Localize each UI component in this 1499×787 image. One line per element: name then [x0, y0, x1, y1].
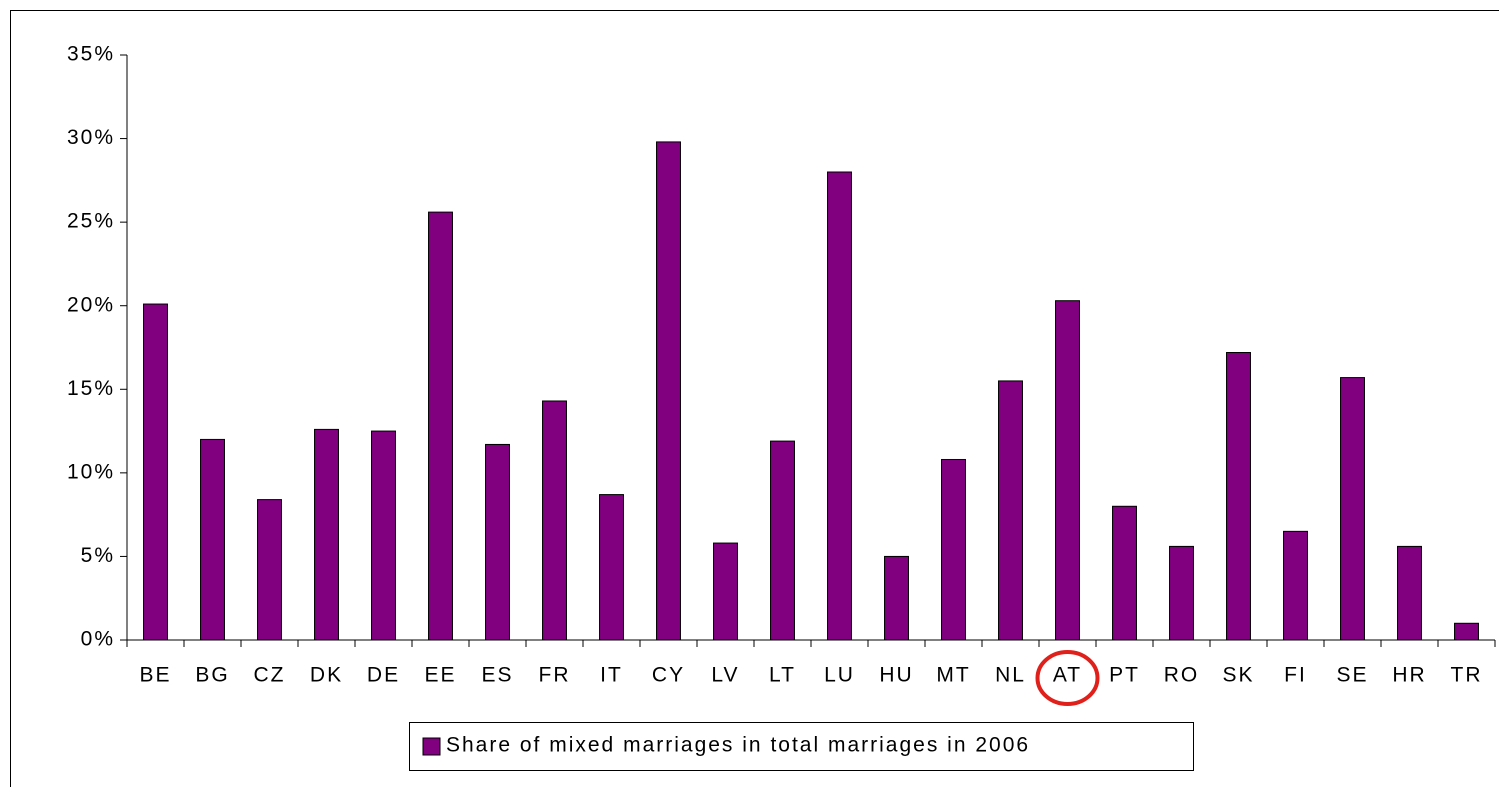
x-tick-label: PT — [1109, 664, 1140, 687]
x-tick-label: FI — [1284, 664, 1307, 687]
highlight-circle — [1035, 650, 1100, 706]
x-tick-label: RO — [1164, 664, 1200, 687]
y-tick-label: 10% — [67, 460, 115, 483]
bar — [656, 141, 681, 641]
x-tick-label: BG — [195, 664, 229, 687]
bar — [941, 458, 966, 641]
legend-label: Share of mixed marriages in total marria… — [446, 734, 1030, 757]
bar — [713, 542, 738, 641]
bar — [1169, 545, 1194, 641]
bar — [314, 428, 339, 641]
x-tick-label: LU — [824, 664, 855, 687]
x-tick-label: HR — [1392, 664, 1426, 687]
bar — [428, 211, 453, 641]
y-tick-label: 0% — [81, 628, 115, 651]
bar — [1283, 530, 1308, 641]
bar — [257, 499, 282, 641]
x-tick-label: HU — [879, 664, 913, 687]
y-tick-label: 25% — [67, 210, 115, 233]
x-tick-label: CY — [652, 664, 685, 687]
bar — [884, 555, 909, 641]
x-tick-label: ES — [481, 664, 513, 687]
x-tick-label: FR — [539, 664, 571, 687]
y-tick-label: 30% — [67, 126, 115, 149]
bar — [1340, 377, 1365, 641]
legend-swatch — [422, 737, 441, 756]
bar — [1112, 505, 1137, 641]
x-tick-label: IT — [600, 664, 623, 687]
bar — [1454, 622, 1479, 641]
chart-frame — [10, 10, 1499, 787]
y-tick-label: 5% — [81, 544, 115, 567]
x-tick-label: MT — [936, 664, 970, 687]
y-tick-label: 20% — [67, 293, 115, 316]
x-tick-label: TR — [1451, 664, 1483, 687]
x-tick-label: LT — [769, 664, 796, 687]
x-tick-label: EE — [424, 664, 456, 687]
y-tick-label: 35% — [67, 43, 115, 66]
x-tick-label: DK — [310, 664, 343, 687]
bar — [485, 443, 510, 641]
x-tick-label: SE — [1336, 664, 1368, 687]
legend-box — [409, 722, 1194, 771]
x-tick-label: BE — [139, 664, 171, 687]
bar — [542, 400, 567, 641]
bar — [371, 430, 396, 641]
bar — [998, 380, 1023, 641]
bar — [200, 438, 225, 641]
x-tick-label: SK — [1222, 664, 1254, 687]
bar — [599, 494, 624, 641]
y-tick-label: 15% — [67, 377, 115, 400]
x-tick-label: CZ — [254, 664, 286, 687]
x-tick-label: NL — [995, 664, 1026, 687]
bar — [770, 440, 795, 641]
bar — [827, 171, 852, 641]
bar — [1055, 300, 1080, 641]
bar — [1226, 352, 1251, 641]
x-tick-label: LV — [711, 664, 739, 687]
x-tick-label: DE — [367, 664, 400, 687]
x-tick-label: AT — [1053, 664, 1082, 687]
bar — [1397, 545, 1422, 641]
bar — [143, 303, 168, 641]
